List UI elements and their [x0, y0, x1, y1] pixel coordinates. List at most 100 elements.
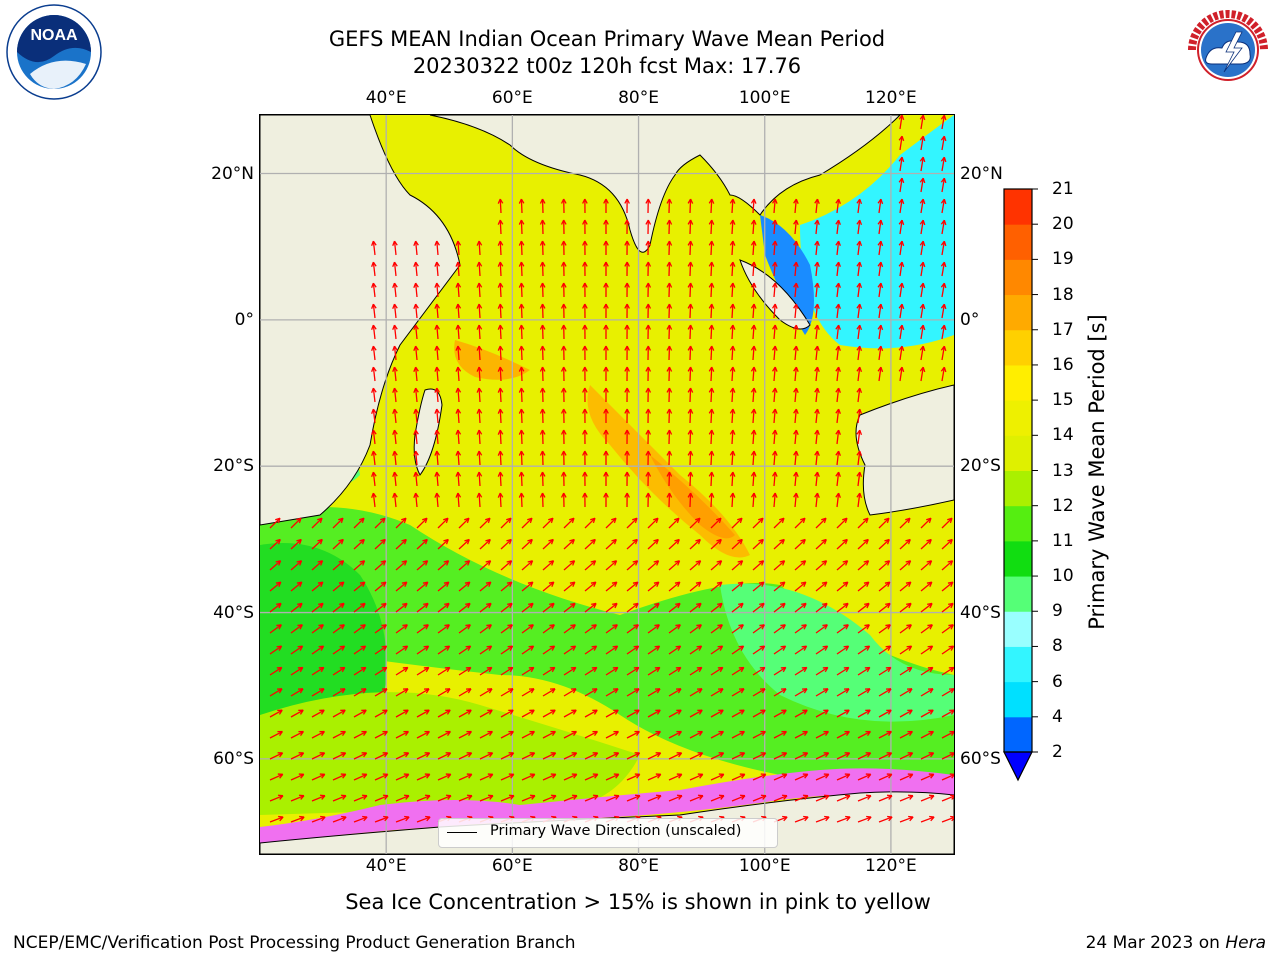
wave-direction-arrow [626, 560, 639, 571]
wave-direction-arrow [752, 560, 765, 571]
wave-direction-arrow [353, 709, 367, 718]
colorbar-tick-label: 6 [1052, 671, 1063, 692]
wave-direction-arrow [919, 303, 926, 319]
wave-direction-arrow [521, 602, 534, 613]
wave-direction-arrow [920, 560, 933, 571]
wave-direction-arrow [729, 366, 736, 382]
colorbar [1003, 188, 1038, 782]
wave-direction-arrow [857, 624, 870, 634]
wave-direction-arrow [668, 517, 680, 529]
wave-direction-arrow [794, 794, 809, 802]
wave-direction-arrow [708, 198, 715, 214]
wave-direction-arrow [793, 345, 799, 361]
colorbar-segment [1004, 611, 1032, 647]
wave-direction-arrow [269, 709, 283, 718]
land-sumatra [739, 259, 811, 330]
colorbar-tick-label: 19 [1052, 249, 1074, 270]
wave-direction-arrow [920, 581, 933, 592]
lat-tick-left: 40°S [213, 602, 254, 623]
wave-direction-arrow [353, 538, 365, 550]
wave-direction-arrow [497, 261, 504, 277]
wave-direction-arrow [856, 324, 863, 340]
wave-direction-arrow [497, 429, 504, 445]
wave-direction-arrow [835, 345, 841, 361]
wave-direction-arrow [500, 517, 512, 529]
wave-direction-arrow [332, 517, 344, 529]
wave-direction-arrow [395, 624, 408, 634]
wave-direction-arrow [710, 517, 722, 529]
wave-direction-arrow [603, 345, 609, 361]
wave-direction-arrow [815, 709, 829, 718]
wave-direction-arrow [500, 624, 513, 634]
wave-direction-arrow [668, 560, 681, 571]
wave-direction-arrow [710, 538, 722, 550]
wave-direction-arrow [434, 240, 441, 256]
wave-direction-arrow [560, 492, 567, 508]
wave-direction-arrow [689, 624, 702, 634]
wave-direction-arrow [878, 666, 892, 676]
wave-direction-arrow [877, 282, 884, 298]
wave-direction-arrow [940, 282, 947, 298]
wave-direction-arrow [539, 471, 546, 487]
wave-direction-arrow [374, 581, 387, 592]
wave-direction-arrow [814, 345, 820, 361]
wave-direction-arrow [666, 429, 673, 445]
wave-direction-arrow [708, 324, 715, 340]
wave-direction-arrow [687, 219, 694, 235]
wave-direction-arrow [479, 581, 492, 592]
map-legend: Primary Wave Direction (unscaled) [438, 818, 778, 848]
wave-direction-arrow [898, 135, 905, 151]
wave-direction-arrow [392, 324, 398, 340]
wave-direction-arrow [815, 538, 827, 550]
noaa-logo-icon: NOAA [6, 4, 102, 100]
wave-direction-arrow [710, 688, 724, 697]
wave-direction-arrow [582, 324, 588, 340]
wave-direction-arrow [689, 666, 703, 676]
wave-direction-arrow [497, 303, 504, 319]
wave-direction-arrow [752, 602, 765, 613]
wave-direction-arrow [437, 624, 450, 634]
wave-direction-arrow [311, 624, 324, 634]
wave-direction-arrow [479, 538, 491, 550]
wave-direction-arrow [497, 387, 504, 403]
wave-direction-arrow [708, 303, 715, 319]
wave-direction-arrow [794, 538, 806, 550]
wave-direction-arrow [518, 471, 525, 487]
wave-direction-arrow [919, 198, 926, 214]
wave-direction-arrow [582, 366, 588, 382]
wave-direction-arrow [542, 709, 556, 718]
wave-direction-arrow [395, 602, 408, 613]
wave-direction-arrow [919, 261, 926, 277]
wave-direction-arrow [392, 471, 398, 487]
wave-direction-arrow [920, 794, 935, 802]
wave-direction-arrow [476, 366, 483, 382]
wave-direction-arrow [395, 517, 407, 529]
wave-direction-arrow [920, 773, 935, 781]
wave-direction-arrow [332, 794, 347, 802]
wave-direction-arrow [560, 366, 567, 382]
wave-direction-arrow [687, 324, 694, 340]
wave-direction-arrow [374, 666, 388, 676]
wave-direction-arrow [836, 666, 850, 676]
wave-direction-arrow [647, 773, 662, 781]
wave-direction-arrow [940, 366, 947, 382]
wave-direction-arrow [794, 560, 807, 571]
wave-direction-arrow [793, 492, 799, 508]
wave-direction-arrow [521, 560, 534, 571]
wave-direction-arrow [392, 492, 398, 508]
wave-direction-arrow [413, 324, 419, 340]
wave-direction-arrow [624, 282, 630, 298]
wave-direction-arrow [815, 581, 828, 592]
wave-direction-arrow [290, 560, 303, 571]
wave-direction-arrow [856, 345, 863, 361]
wave-direction-arrow [878, 645, 892, 655]
wave-direction-arrow [497, 450, 504, 466]
wave-direction-arrow [605, 666, 619, 676]
wave-direction-arrow [563, 581, 576, 592]
wave-direction-arrow [413, 366, 419, 382]
wave-direction-arrow [374, 624, 387, 634]
wave-direction-arrow [814, 219, 820, 235]
colorbar-segment [1004, 189, 1032, 225]
wave-direction-arrow [710, 602, 723, 613]
wave-direction-arrow [941, 666, 954, 676]
